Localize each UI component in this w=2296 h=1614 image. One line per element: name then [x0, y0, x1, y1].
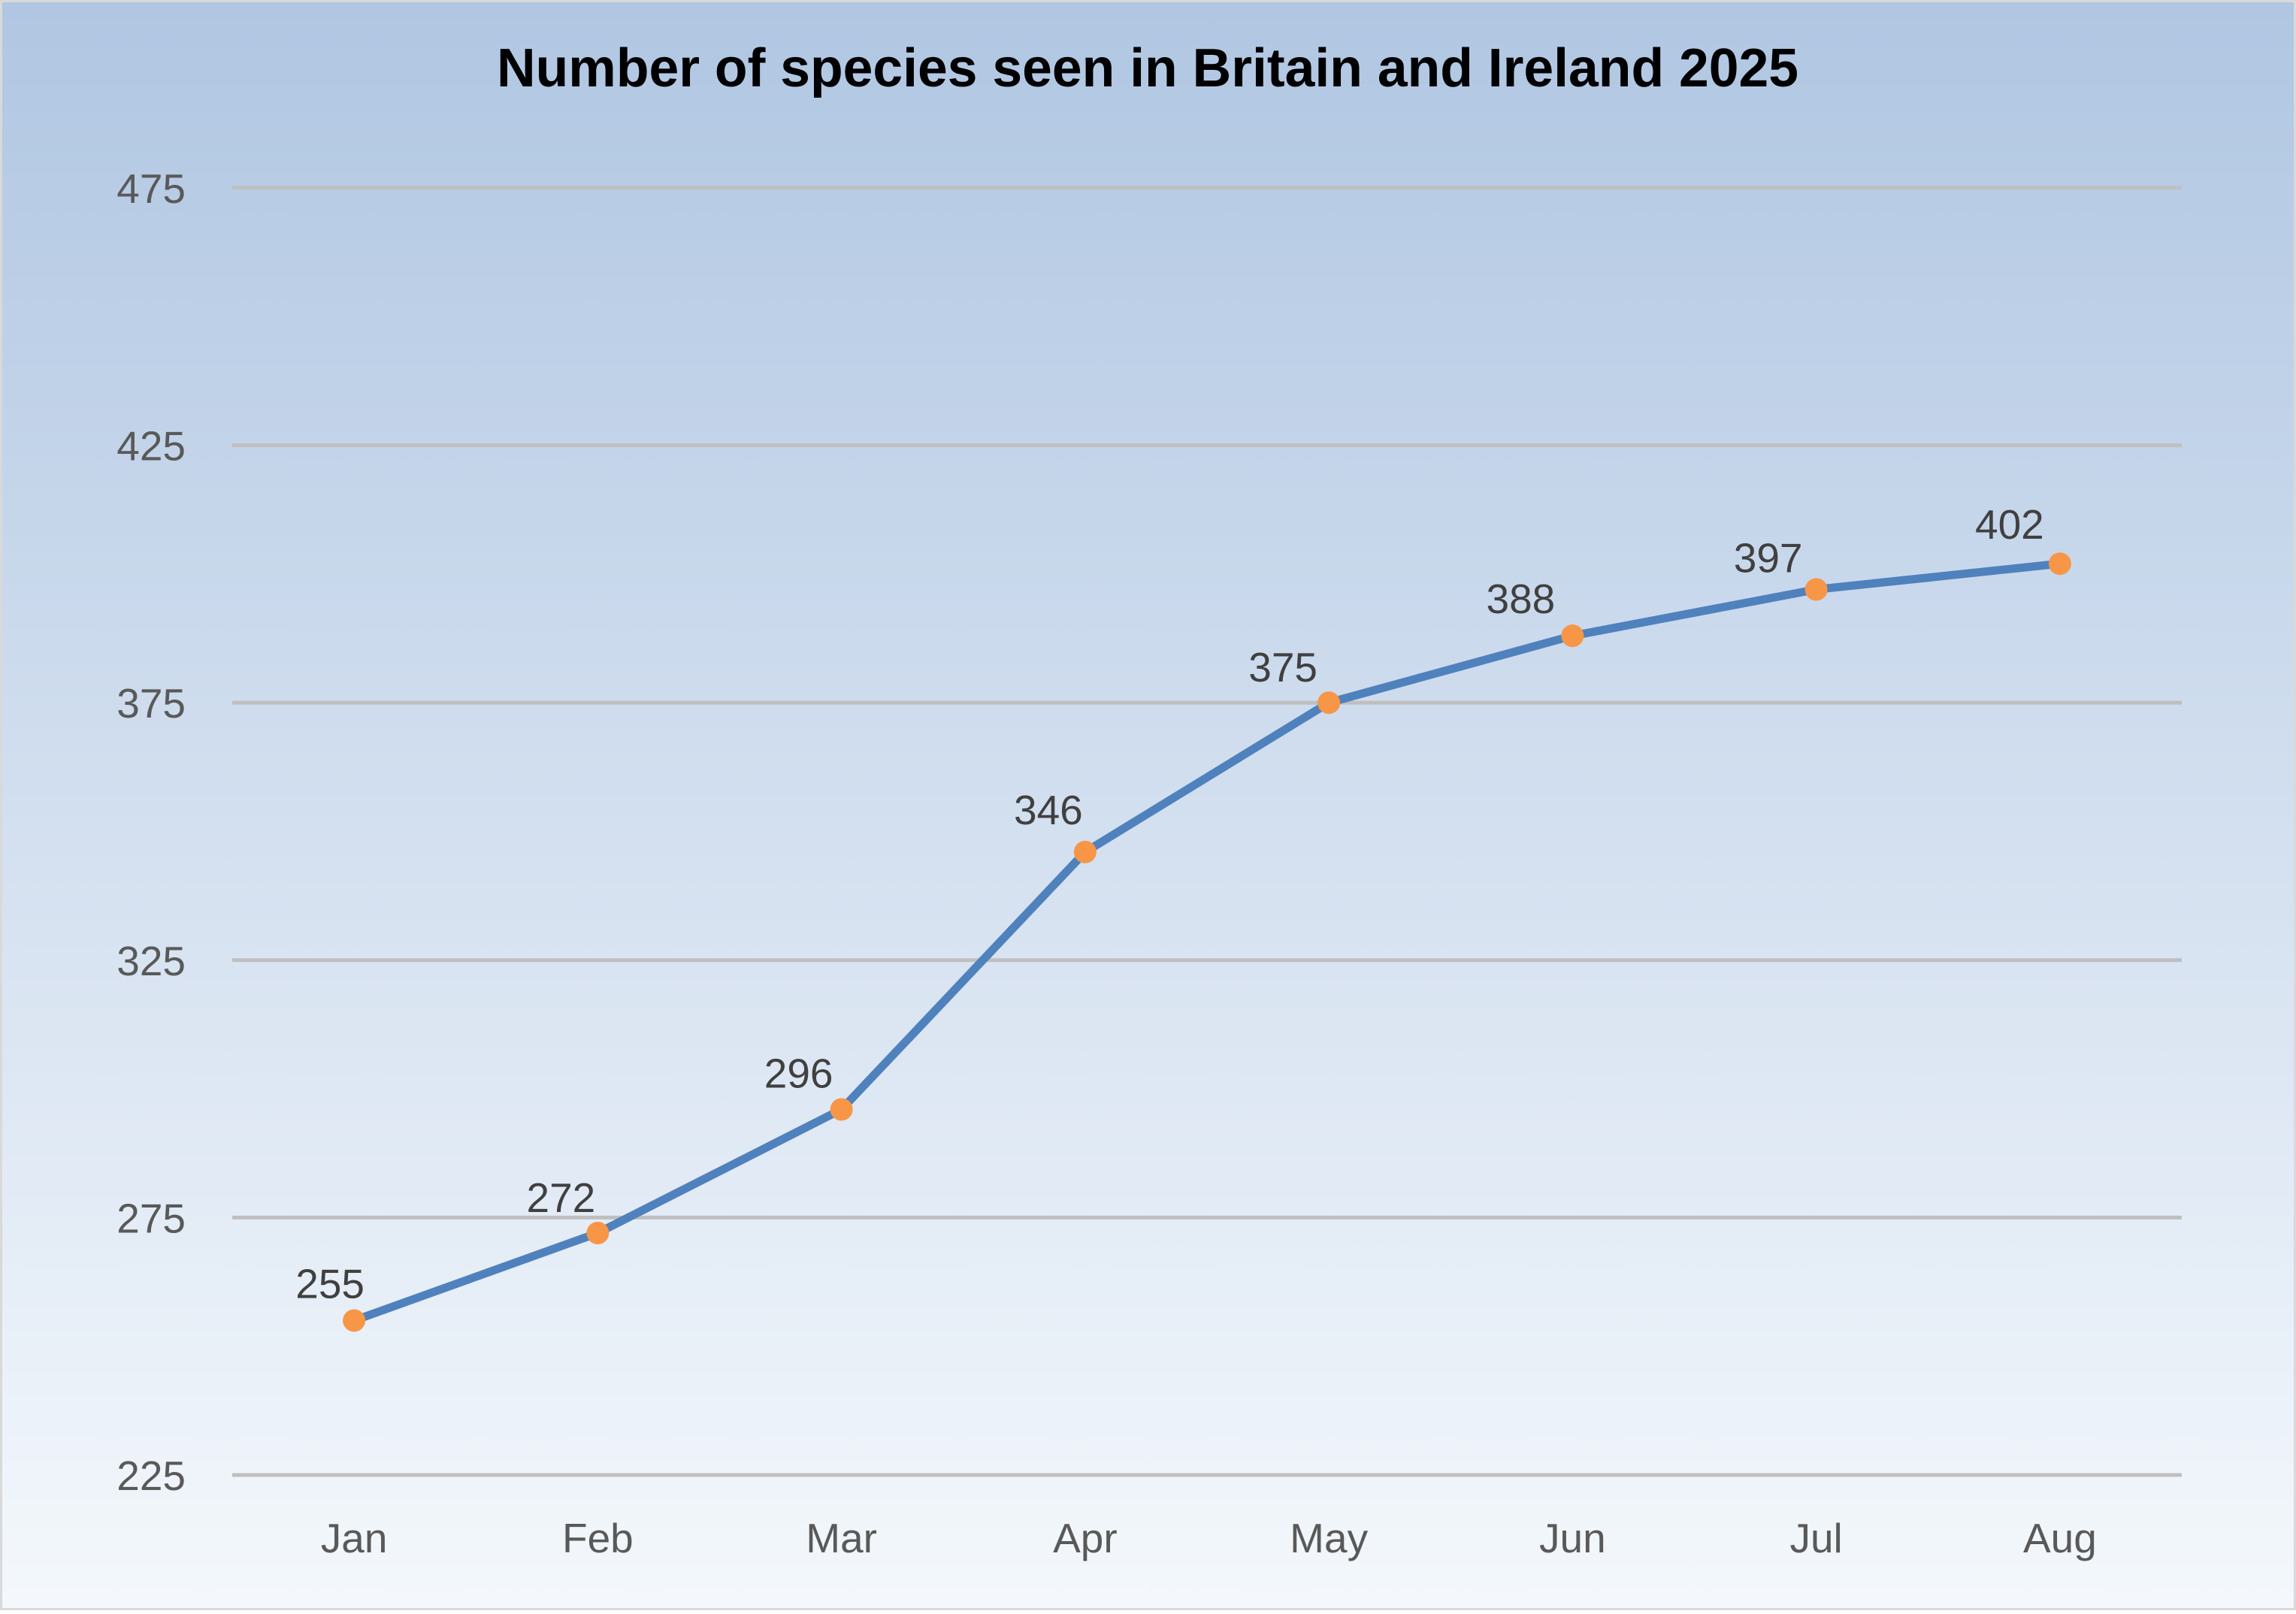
data-series [343, 552, 2071, 1332]
data-point-marker [1804, 578, 1828, 601]
x-axis-labels: Jan Feb Mar Apr May Jun Jul Aug [321, 1515, 2097, 1561]
x-tick-label: Feb [562, 1515, 634, 1561]
x-tick-label: Jan [321, 1515, 388, 1561]
data-label: 255 [295, 1260, 365, 1307]
data-label: 388 [1486, 576, 1555, 622]
data-label: 397 [1734, 534, 1803, 581]
y-tick-label: 475 [116, 165, 186, 212]
x-tick-label: May [1290, 1515, 1368, 1561]
y-tick-label: 425 [116, 423, 186, 470]
x-tick-label: Aug [2023, 1515, 2097, 1561]
data-labels: 255 272 296 346 375 388 397 402 [295, 501, 2044, 1307]
data-point-marker [1561, 624, 1584, 648]
data-label: 375 [1248, 644, 1317, 691]
data-point-marker [2048, 552, 2071, 576]
x-tick-label: Jul [1789, 1515, 1842, 1561]
y-tick-label: 325 [116, 938, 186, 984]
data-point-marker [343, 1309, 366, 1332]
x-tick-label: Jun [1539, 1515, 1606, 1561]
chart-title: Number of species seen in Britain and Ir… [497, 38, 1798, 98]
y-tick-label: 275 [116, 1195, 186, 1241]
y-tick-label: 375 [116, 680, 186, 727]
data-point-marker [586, 1221, 610, 1244]
data-point-marker [1073, 840, 1097, 863]
data-label: 346 [1014, 787, 1083, 833]
data-point-marker [1317, 691, 1341, 715]
data-label: 272 [526, 1174, 595, 1221]
x-tick-label: Apr [1053, 1515, 1118, 1561]
y-tick-label: 225 [116, 1452, 186, 1499]
gridlines [232, 186, 2182, 1477]
data-label: 296 [764, 1050, 833, 1097]
data-point-marker [830, 1098, 853, 1121]
data-label: 402 [1975, 501, 2044, 548]
y-axis-labels: 225 275 325 375 425 475 [116, 165, 186, 1499]
series-line [349, 559, 2065, 1325]
x-tick-label: Mar [806, 1515, 877, 1561]
